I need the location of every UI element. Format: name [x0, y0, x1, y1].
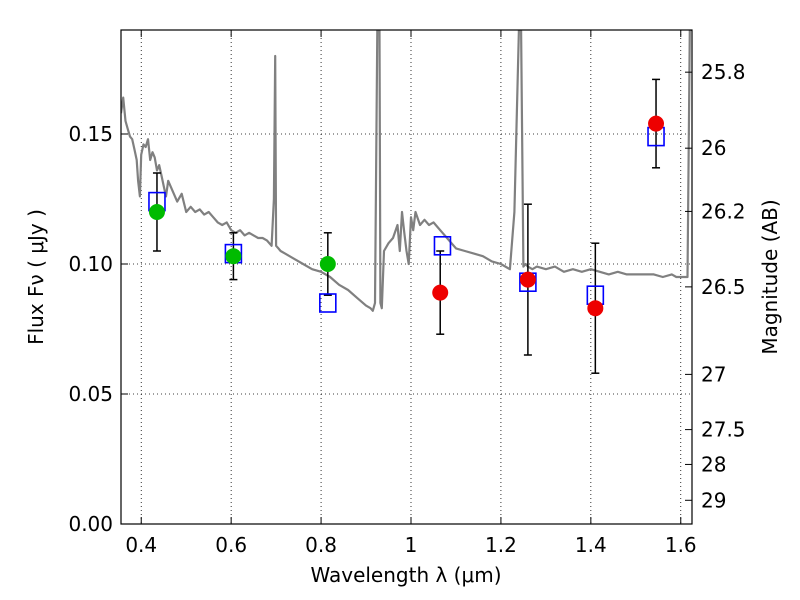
y2-tick-label: 27.5 — [701, 418, 746, 442]
x-tick-label: 0.6 — [215, 533, 247, 557]
observed-flux-point — [148, 204, 165, 220]
y2-tick-label: 29 — [701, 488, 726, 512]
y-tick-label: 0.00 — [68, 512, 113, 536]
y-axis-left: 0.00 0.05 0.10 0.15 — [68, 122, 128, 536]
y-tick-label: 0.05 — [68, 382, 113, 406]
y2-tick-label: 27 — [701, 362, 726, 386]
y-axis-right: 25.8 26 26.2 26.5 27 27.5 28 29 — [685, 60, 746, 512]
y2-tick-label: 26.2 — [701, 199, 746, 223]
plot-area — [121, 30, 692, 374]
x-tick-label: 1.4 — [575, 533, 607, 557]
x-tick-label: 1 — [405, 533, 418, 557]
observed-flux-point — [432, 284, 449, 301]
plot-frame — [120, 29, 693, 525]
observed-flux-point — [648, 115, 665, 132]
observed-flux-point — [519, 271, 536, 288]
y-tick-label: 0.15 — [68, 122, 113, 146]
observed-flux-point — [587, 300, 604, 317]
observed-flux-point — [319, 256, 336, 272]
y2-axis-label: Magnitude (AB) — [758, 199, 782, 354]
x-tick-label: 1.6 — [665, 533, 697, 557]
model-photometry-square — [319, 293, 337, 313]
x-tick-label: 1.2 — [485, 533, 517, 557]
x-axis: 0.4 0.6 0.8 1 1.2 1.4 1.6 — [125, 30, 697, 557]
observed-flux-point — [225, 248, 242, 265]
y2-tick-label: 25.8 — [701, 60, 746, 84]
model-spectrum-line — [121, 30, 692, 312]
x-tick-label: 0.4 — [125, 533, 157, 557]
x-axis-label: Wavelength λ (μm) — [310, 563, 501, 587]
y2-tick-label: 26.5 — [701, 275, 746, 299]
y2-tick-label: 26 — [701, 136, 726, 160]
model-photometry-square — [433, 236, 452, 256]
y-tick-label: 0.10 — [68, 252, 113, 276]
y2-tick-label: 28 — [701, 452, 726, 476]
y-axis-label: Flux Fν ( μJy ) — [24, 209, 48, 345]
x-tick-label: 0.8 — [305, 533, 337, 557]
grid-lines — [121, 30, 692, 524]
